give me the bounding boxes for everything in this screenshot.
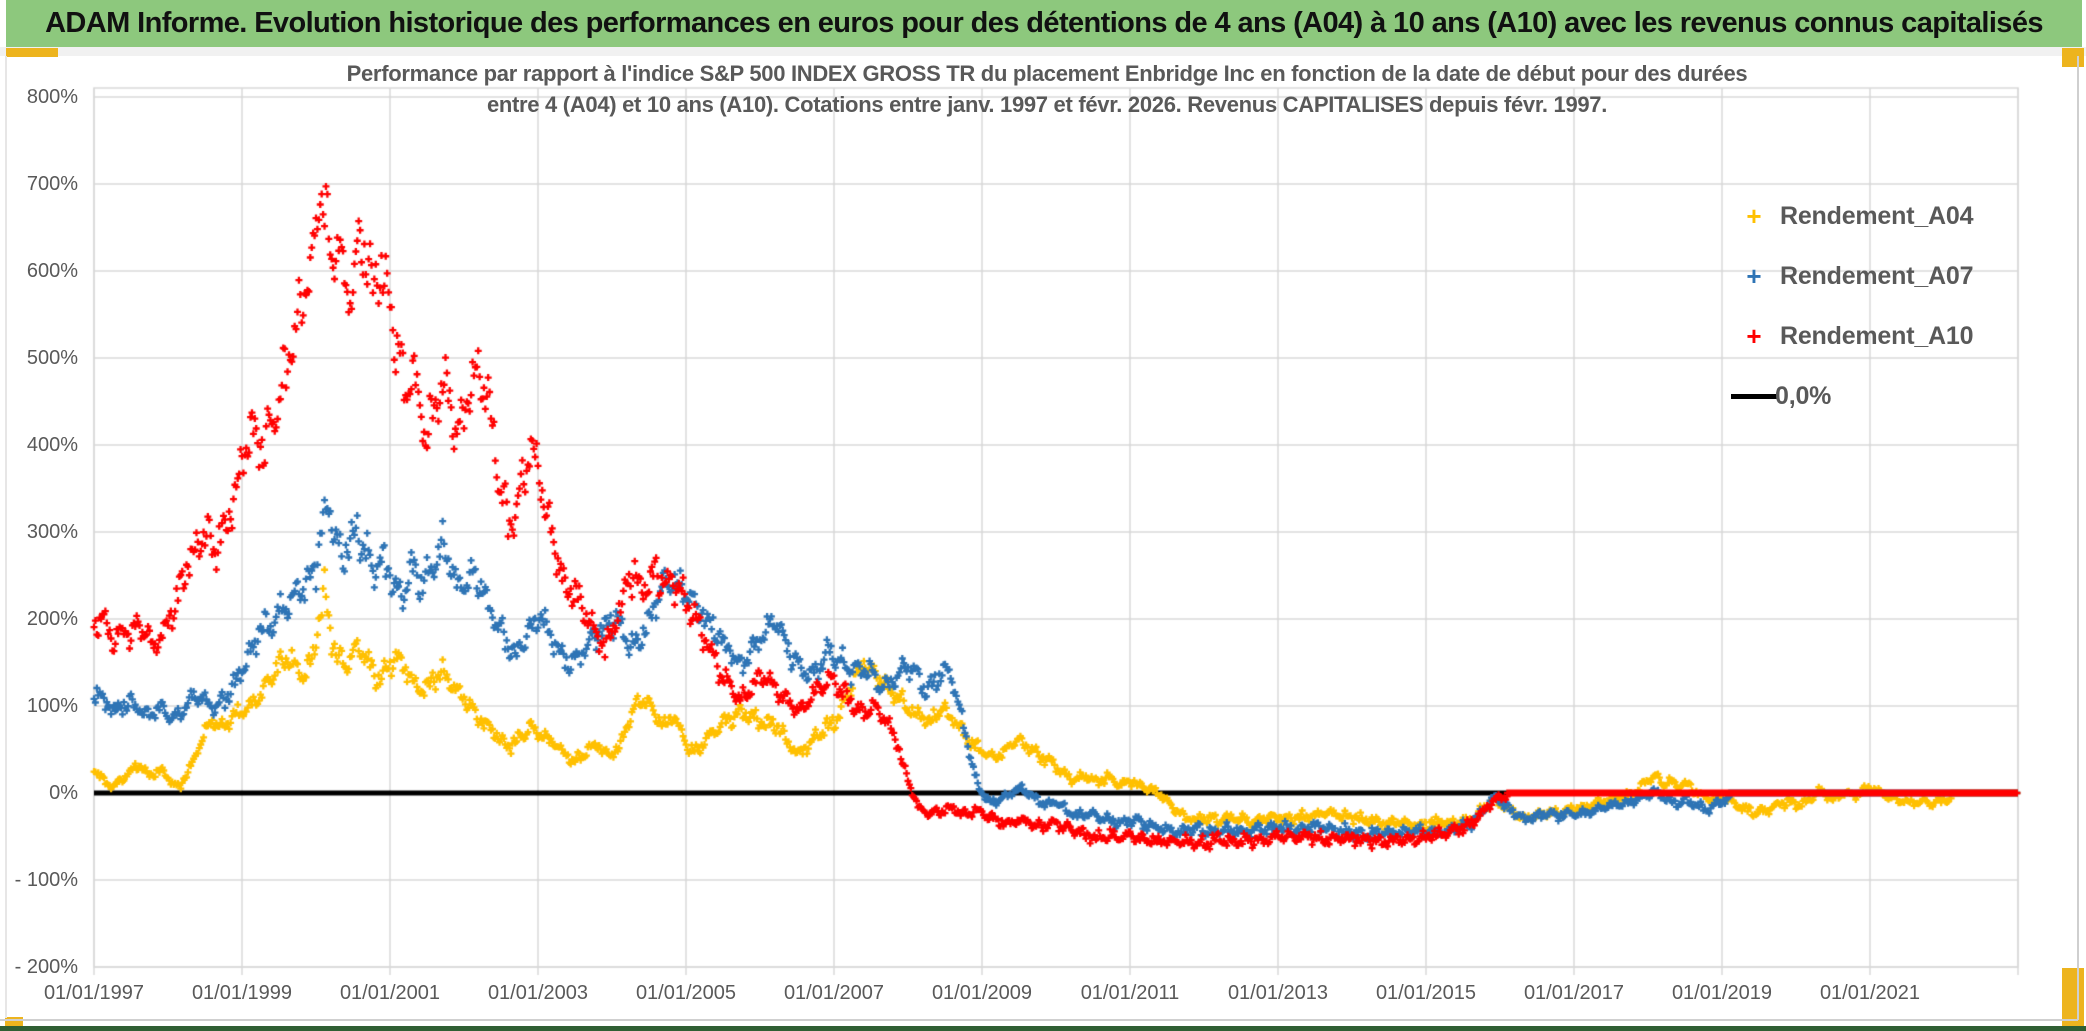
legend-label: Rendement_A04 [1780, 201, 1974, 230]
legend-item-rendement-a10[interactable]: + Rendement_A10 [1728, 306, 2008, 366]
y-axis-tick-label: 100% [26, 695, 78, 717]
x-axis-tick-label: 01/01/2009 [931, 982, 1033, 1004]
x-axis-tick-label: 01/01/2015 [1375, 982, 1477, 1004]
plus-marker-icon: + [1746, 261, 1762, 291]
y-axis-tick-label: 200% [26, 608, 78, 630]
x-axis-tick-label: 01/01/2021 [1819, 982, 1921, 1004]
legend-label: 0,0% [1775, 381, 1832, 410]
y-axis-tick-label: 300% [26, 521, 78, 543]
plus-marker-icon: + [1746, 201, 1762, 231]
x-axis-tick-label: 01/01/2003 [487, 982, 589, 1004]
y-axis-tick-label: - 200% [14, 956, 78, 978]
legend-item-rendement-a04[interactable]: + Rendement_A04 [1728, 186, 2008, 246]
x-axis-tick-label: 01/01/2005 [635, 982, 737, 1004]
x-axis-tick-label: 01/01/2007 [783, 982, 885, 1004]
legend-item-zero-line[interactable]: 0,0% [1728, 366, 2008, 426]
zero-line-icon [1728, 393, 1783, 399]
y-axis-tick-label: 700% [26, 173, 78, 195]
y-axis-tick-label: 800% [26, 86, 78, 108]
x-axis-tick-label: 01/01/2013 [1227, 982, 1329, 1004]
x-axis-tick-label: 01/01/2001 [339, 982, 441, 1004]
y-axis-tick-label: - 100% [14, 869, 78, 891]
x-axis-tick-label: 01/01/2011 [1080, 982, 1180, 1004]
y-axis-tick-label: 0% [49, 782, 78, 804]
y-axis-tick-label: 600% [26, 260, 78, 282]
chart-title-line2: entre 4 (A04) et 10 ans (A10). Cotations… [486, 92, 1608, 117]
x-axis-tick-label: 01/01/2019 [1671, 982, 1773, 1004]
legend-label: Rendement_A07 [1780, 261, 1974, 290]
plus-marker-icon: + [1746, 321, 1762, 351]
x-axis-tick-label: 01/01/1997 [43, 982, 145, 1004]
x-axis-tick-label: 01/01/1999 [191, 982, 293, 1004]
chart-title-line1: Performance par rapport à l'indice S&P 5… [346, 61, 1748, 86]
y-axis-tick-label: 400% [26, 434, 78, 456]
legend-item-rendement-a07[interactable]: + Rendement_A07 [1728, 246, 2008, 306]
legend: + Rendement_A04 + Rendement_A07 + Rendem… [1728, 186, 2008, 426]
y-axis-tick-label: 500% [26, 347, 78, 369]
x-axis-tick-label: 01/01/2017 [1523, 982, 1625, 1004]
chart-title-block: Performance par rapport à l'indice S&P 5… [94, 58, 2000, 120]
legend-label: Rendement_A10 [1780, 321, 1974, 350]
